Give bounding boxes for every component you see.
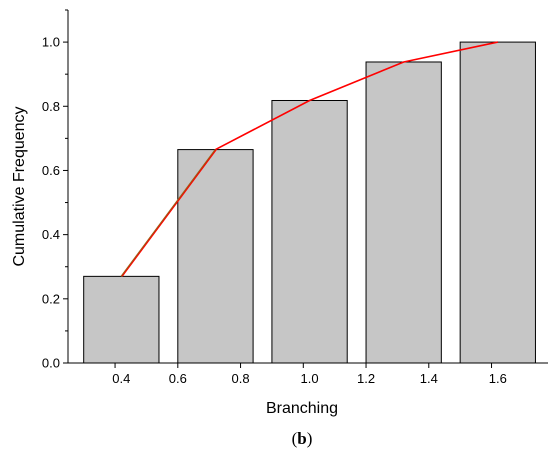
cumulative-line-segment-0 [120, 149, 217, 277]
x-tick-label-6: 1.6 [489, 371, 507, 386]
y-tick-label-4: 0.8 [42, 99, 60, 114]
x-axis-title: Branching [266, 400, 338, 417]
bar-0 [83, 275, 160, 364]
x-tick-label-1: 0.6 [169, 371, 187, 386]
axes-layer: 0.0 0.2 0.4 0.6 0.8 1.0 0.4 0.6 0.8 1.0 1.2 1.4 1.6 [42, 9, 548, 386]
y-tick-label-1: 0.2 [42, 291, 60, 306]
bar-3 [365, 61, 442, 364]
y-tick-label-0: 0.0 [42, 356, 60, 371]
bars-layer [83, 41, 536, 364]
line-layer [120, 41, 498, 277]
x-tick-label-0: 0.4 [112, 371, 130, 386]
cumulative-line-segment-0-overlay [121, 149, 217, 277]
bar-2 [271, 99, 348, 364]
y-tick-label-2: 0.4 [42, 227, 60, 242]
x-tick-label-4: 1.2 [357, 371, 375, 386]
panel-label: (b) [292, 429, 313, 448]
bar-4 [459, 41, 536, 364]
x-tick-label-5: 1.4 [420, 371, 438, 386]
y-tick-label-5: 1.0 [42, 35, 60, 50]
x-tick-label-3: 1.0 [301, 371, 319, 386]
bar-1 [177, 149, 254, 364]
x-tick-label-2: 0.8 [232, 371, 250, 386]
y-tick-label-3: 0.6 [42, 163, 60, 178]
cumulative-line [215, 41, 498, 151]
y-axis-title: Cumulative Frequency [11, 106, 28, 266]
labels-layer: Branching Cumulative Frequency (b) [11, 106, 338, 448]
